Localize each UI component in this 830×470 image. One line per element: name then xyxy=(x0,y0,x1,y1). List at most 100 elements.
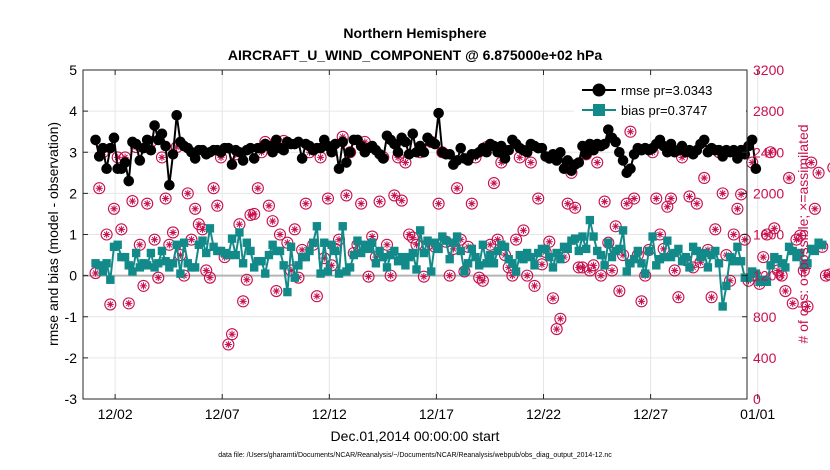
obs-possible-point xyxy=(403,228,416,241)
obs-assimilated-point xyxy=(357,200,365,208)
obs-assimilated-point xyxy=(191,205,199,213)
obs-possible-point xyxy=(395,194,408,207)
y-right-tick-label: 1600 xyxy=(753,227,784,243)
bias-point xyxy=(795,248,805,258)
bias-point xyxy=(356,248,366,258)
rmse-point xyxy=(149,120,160,131)
rmse-point xyxy=(603,124,614,135)
legend-bias-marker xyxy=(593,104,605,116)
rmse-point xyxy=(134,155,146,166)
rmse-point xyxy=(296,153,308,164)
obs-assimilated-point xyxy=(748,158,756,167)
bias-point xyxy=(316,269,325,278)
bias-point xyxy=(574,246,583,256)
bias-point xyxy=(242,238,251,247)
obs-possible-point xyxy=(270,284,283,298)
obs-assimilated-point xyxy=(527,158,535,167)
obs-possible-point xyxy=(93,182,106,195)
obs-assimilated-point xyxy=(158,153,166,161)
obs-assimilated-point xyxy=(468,200,476,208)
obs-assimilated-point xyxy=(494,236,502,244)
obs-assimilated-point xyxy=(730,230,738,239)
rmse-point xyxy=(344,146,356,158)
obs-possible-point xyxy=(266,215,279,228)
bias-point xyxy=(810,246,820,256)
obs-assimilated-point xyxy=(313,292,321,300)
bias-point xyxy=(648,232,657,241)
obs-possible-point xyxy=(100,228,113,241)
obs-assimilated-point xyxy=(597,272,605,280)
obs-assimilated-point xyxy=(512,236,520,244)
rmse-point xyxy=(429,138,441,150)
bias-point xyxy=(604,238,613,247)
bias-point xyxy=(751,269,761,278)
bias-point xyxy=(349,250,358,260)
bias-point xyxy=(633,246,643,256)
obs-assimilated-point xyxy=(586,266,594,275)
obs-assimilated-point xyxy=(685,192,694,201)
obs-possible-point xyxy=(152,271,165,284)
bias-point xyxy=(486,250,495,260)
obs-assimilated-point xyxy=(387,272,395,280)
bias-point xyxy=(607,252,617,262)
obs-assimilated-point xyxy=(324,194,332,203)
bias-point xyxy=(401,261,410,270)
rmse-point xyxy=(555,146,566,158)
bias-point xyxy=(700,248,709,258)
bias-point xyxy=(596,250,606,260)
rmse-point xyxy=(156,128,168,140)
obs-assimilated-point xyxy=(549,294,557,302)
bias-point xyxy=(729,257,738,266)
obs-possible-point xyxy=(698,171,711,185)
obs-possible-point xyxy=(487,177,501,190)
rmse-point xyxy=(237,155,249,166)
obs-possible-point xyxy=(786,297,799,310)
obs-possible-point xyxy=(672,291,685,304)
y-left-tick-label: -3 xyxy=(65,391,78,407)
y-left-tick-label: -2 xyxy=(65,350,78,366)
bias-point xyxy=(397,252,406,262)
obs-assimilated-point xyxy=(637,297,646,305)
y-right-tick-label: 3200 xyxy=(753,62,784,78)
bias-point xyxy=(618,226,628,235)
y-left-tick-label: 1 xyxy=(69,227,77,243)
rmse-point xyxy=(750,163,762,174)
bias-point xyxy=(489,259,499,268)
bias-point xyxy=(249,263,259,272)
rmse-point xyxy=(499,153,511,164)
x-tick-label: 12/17 xyxy=(419,406,454,422)
bias-point xyxy=(644,246,654,256)
obs-assimilated-point xyxy=(320,254,328,262)
obs-assimilated-point xyxy=(398,196,406,205)
obs-assimilated-point xyxy=(652,194,660,203)
bias-point xyxy=(781,263,790,272)
bias-point xyxy=(674,244,683,254)
obs-possible-point xyxy=(237,295,250,308)
y-right-tick-label: 2400 xyxy=(753,144,784,160)
rmse-point xyxy=(551,155,562,166)
rmse-point xyxy=(90,134,101,146)
bias-point xyxy=(419,248,429,258)
obs-assimilated-point xyxy=(770,224,778,232)
bias-point xyxy=(275,246,285,256)
obs-possible-point xyxy=(521,269,534,282)
obs-assimilated-point xyxy=(276,230,284,239)
obs-assimilated-point xyxy=(814,169,823,177)
obs-possible-point xyxy=(417,270,430,283)
bias-point xyxy=(703,263,713,272)
obs-possible-point xyxy=(510,233,523,246)
bias-point xyxy=(685,263,694,272)
bias-point xyxy=(762,277,772,286)
rmse-point xyxy=(278,144,289,156)
bias-point xyxy=(427,267,436,276)
bias-point xyxy=(264,250,274,260)
obs-assimilated-point xyxy=(202,266,210,275)
rmse-point xyxy=(333,163,345,174)
obs-assimilated-point xyxy=(368,232,376,241)
obs-assimilated-point xyxy=(737,190,745,199)
obs-possible-point xyxy=(203,271,216,284)
bias-point xyxy=(371,259,381,268)
obs-possible-point xyxy=(200,264,213,277)
obs-possible-point xyxy=(554,312,567,325)
obs-assimilated-point xyxy=(114,153,122,161)
